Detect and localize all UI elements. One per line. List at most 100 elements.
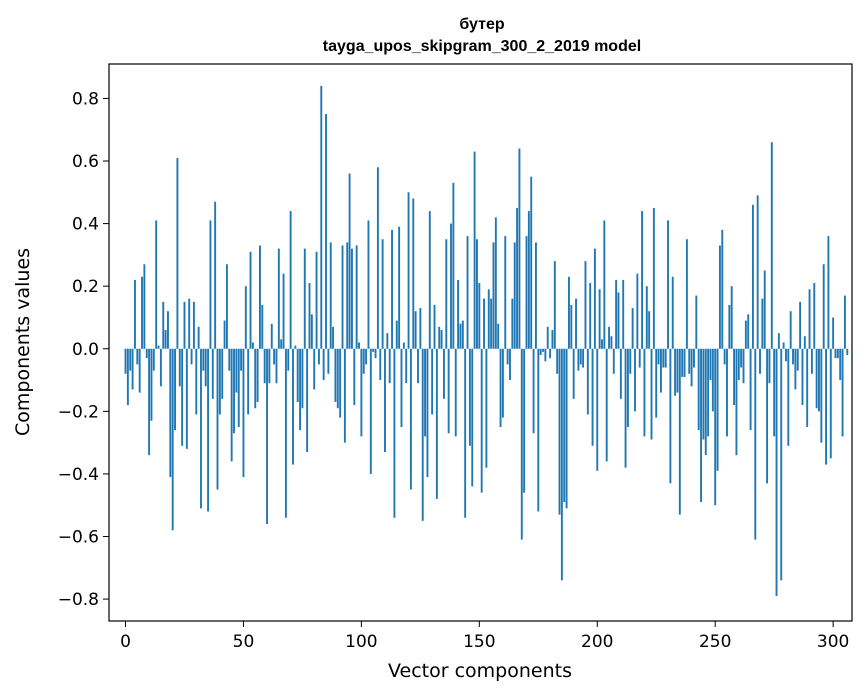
- bar: [648, 311, 651, 349]
- bar: [603, 220, 606, 349]
- bar: [735, 348, 738, 456]
- bar: [539, 348, 542, 356]
- bar: [558, 348, 561, 515]
- bar: [556, 348, 559, 374]
- bar: [157, 345, 160, 349]
- bar: [362, 348, 365, 374]
- bar: [523, 348, 526, 493]
- bar: [754, 348, 757, 540]
- bar: [631, 308, 634, 349]
- bar: [287, 348, 290, 371]
- bar: [473, 151, 476, 349]
- bar: [763, 270, 766, 349]
- bar: [565, 348, 568, 509]
- bar: [704, 348, 707, 456]
- bar: [645, 286, 648, 349]
- bar: [405, 348, 408, 384]
- bar: [409, 348, 412, 490]
- bar: [134, 279, 136, 349]
- bar: [334, 348, 337, 402]
- bar: [537, 348, 540, 512]
- bar: [492, 242, 495, 349]
- bar: [641, 211, 644, 349]
- bar: [610, 336, 613, 349]
- bar: [544, 348, 547, 362]
- bar: [457, 279, 460, 349]
- bar: [355, 245, 358, 349]
- bar: [697, 348, 700, 431]
- bar: [223, 320, 226, 349]
- bar: [261, 304, 264, 349]
- bar: [159, 348, 162, 387]
- bar: [459, 323, 462, 349]
- bar: [775, 348, 778, 596]
- bar: [393, 348, 396, 518]
- bar: [591, 348, 594, 446]
- bar: [801, 348, 804, 406]
- bar: [417, 348, 419, 384]
- bar: [695, 295, 698, 349]
- bar: [341, 245, 344, 349]
- bar: [155, 220, 158, 349]
- bar: [317, 348, 320, 365]
- bar: [777, 333, 780, 349]
- bar: [483, 298, 485, 349]
- bar: [685, 239, 688, 349]
- bar: [815, 348, 818, 409]
- bar: [273, 348, 276, 365]
- bar: [183, 301, 186, 349]
- bar: [551, 329, 554, 349]
- bar: [152, 348, 155, 371]
- x-tick-label: 0: [120, 632, 131, 652]
- bar: [744, 320, 747, 349]
- y-tick-label: 0.6: [72, 152, 99, 172]
- bar: [284, 348, 287, 518]
- bar: [282, 273, 285, 349]
- bar: [527, 211, 530, 349]
- x-tick-label: 50: [233, 632, 255, 652]
- bar: [525, 236, 528, 349]
- bar: [728, 304, 731, 349]
- bar: [386, 333, 389, 349]
- bar: [480, 348, 483, 493]
- bar: [485, 348, 488, 468]
- bar: [256, 348, 259, 402]
- bar: [711, 348, 714, 412]
- bar: [721, 229, 724, 349]
- bar: [688, 348, 691, 374]
- bar: [131, 348, 134, 390]
- bar: [454, 348, 457, 437]
- bar: [171, 348, 174, 531]
- bar: [530, 176, 533, 349]
- bar: [676, 348, 679, 393]
- bar: [230, 348, 233, 462]
- bar: [301, 348, 304, 409]
- bar: [818, 348, 820, 412]
- bar: [315, 251, 318, 349]
- bar: [192, 301, 195, 349]
- bar: [126, 348, 129, 406]
- bar: [638, 348, 641, 368]
- bar: [190, 348, 193, 365]
- bar: [207, 348, 210, 512]
- bar: [601, 339, 603, 349]
- bar: [426, 348, 429, 478]
- bar: [813, 283, 816, 349]
- bar: [766, 348, 769, 484]
- bar: [518, 148, 521, 349]
- y-axis-ticks: −0.8 −0.6 −0.4 −0.2 0.0 0.2 0.4 0.6 0.8: [58, 89, 109, 610]
- bar: [461, 320, 464, 349]
- bar: [216, 348, 219, 490]
- bar: [584, 261, 587, 349]
- bar: [789, 311, 792, 349]
- x-tick-label: 100: [345, 632, 377, 652]
- bar: [395, 320, 398, 349]
- bar: [509, 348, 511, 381]
- bar: [381, 239, 384, 349]
- bar: [174, 348, 176, 431]
- bar: [608, 326, 610, 349]
- bar: [169, 348, 172, 478]
- bar: [336, 348, 339, 409]
- bar: [759, 348, 761, 374]
- bar: [136, 348, 139, 365]
